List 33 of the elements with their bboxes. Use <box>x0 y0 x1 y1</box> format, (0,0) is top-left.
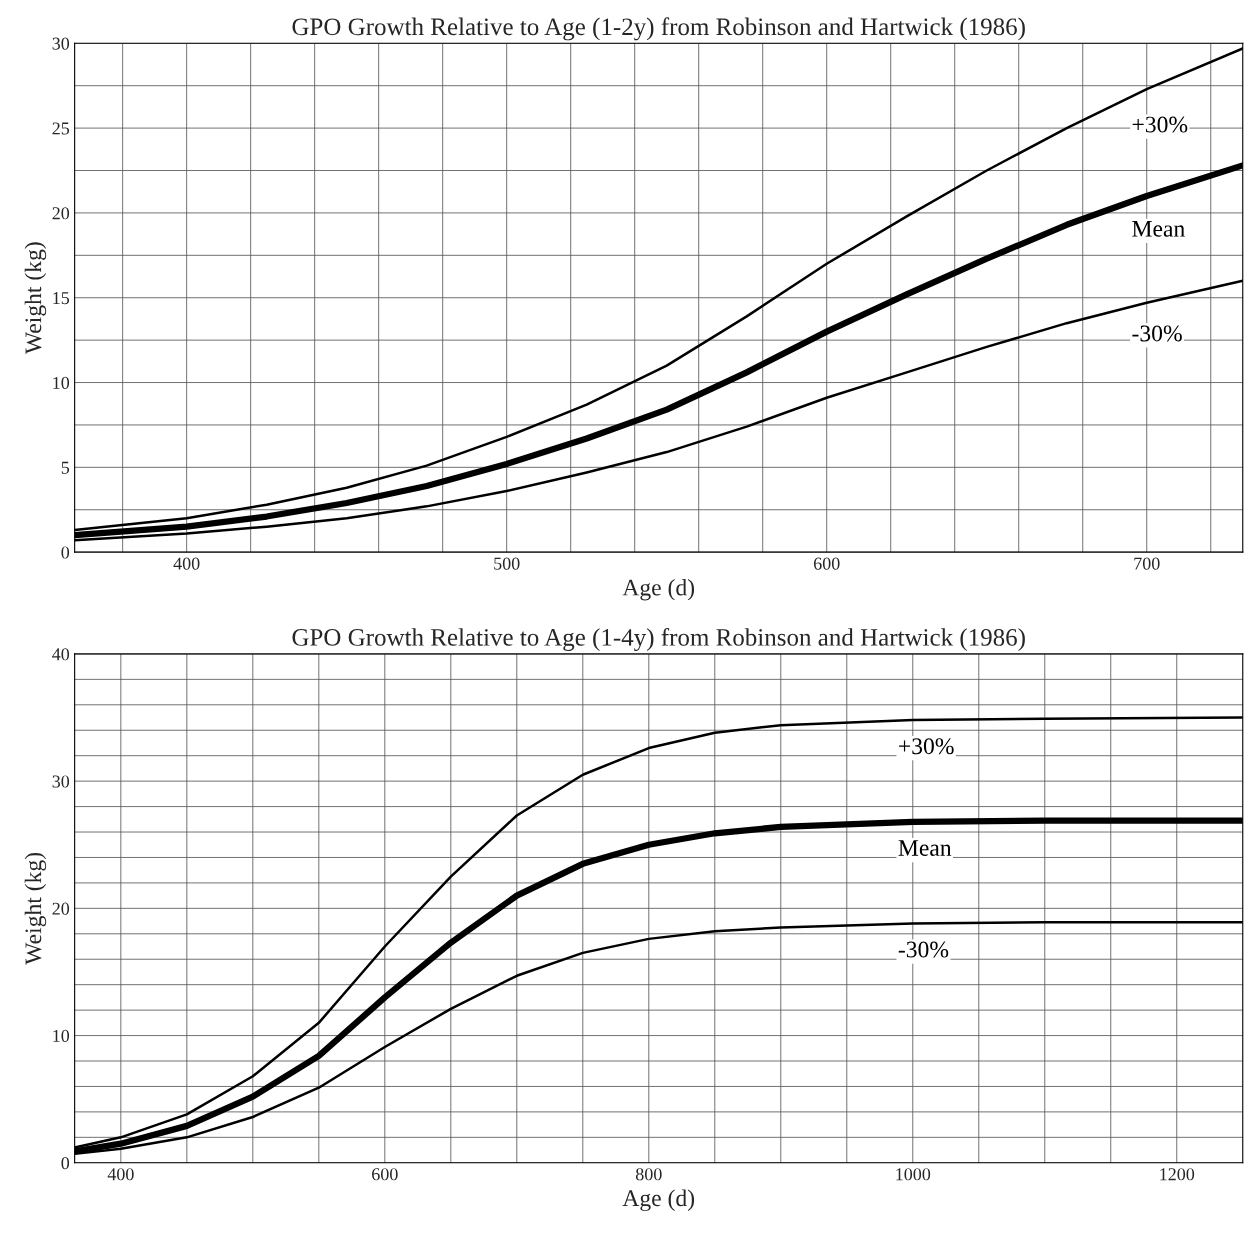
y-tick-label: 0 <box>61 546 70 559</box>
x-tick-label: 700 <box>1134 557 1160 570</box>
series-label: Mean <box>898 840 952 856</box>
x-axis-title: Age (d) <box>622 578 695 601</box>
x-tick-label: 1000 <box>896 1168 931 1181</box>
series-label: Mean <box>1132 221 1185 237</box>
chart-title: GPO Growth Relative to Age (1-2y) from Robinson and Hartwick (1986) <box>292 17 1025 41</box>
y-tick-label: 15 <box>53 292 70 305</box>
series-label: +30% <box>899 738 954 755</box>
series-label: -30% <box>898 941 949 958</box>
y-tick-label: 25 <box>52 122 70 135</box>
y-tick-label: 10 <box>53 376 70 389</box>
x-tick-label: 400 <box>173 557 200 570</box>
series-label: -30% <box>1132 325 1182 342</box>
series-label: +30% <box>1132 116 1188 133</box>
x-tick-label: 600 <box>813 557 840 570</box>
y-axis-title: Weight (kg) <box>24 852 47 965</box>
x-tick-label: 800 <box>635 1168 662 1181</box>
y-tick-label: 20 <box>52 902 70 915</box>
x-tick-label: 1200 <box>1160 1168 1195 1181</box>
y-axis-title: Weight (kg) <box>24 242 47 355</box>
y-tick-label: 10 <box>53 1029 70 1043</box>
x-tick-label: 600 <box>372 1168 398 1181</box>
x-tick-label: 400 <box>107 1168 134 1181</box>
y-tick-label: 30 <box>52 37 70 50</box>
x-axis-title: Age (d) <box>622 1189 695 1212</box>
y-tick-label: 0 <box>61 1157 70 1170</box>
x-tick-label: 500 <box>494 557 520 570</box>
y-tick-label: 40 <box>52 648 70 661</box>
y-tick-label: 20 <box>52 207 70 220</box>
y-tick-label: 30 <box>52 775 70 788</box>
y-tick-label: 5 <box>61 461 70 474</box>
chart-title: GPO Growth Relative to Age (1-4y) from Robinson and Hartwick (1986) <box>292 627 1025 651</box>
